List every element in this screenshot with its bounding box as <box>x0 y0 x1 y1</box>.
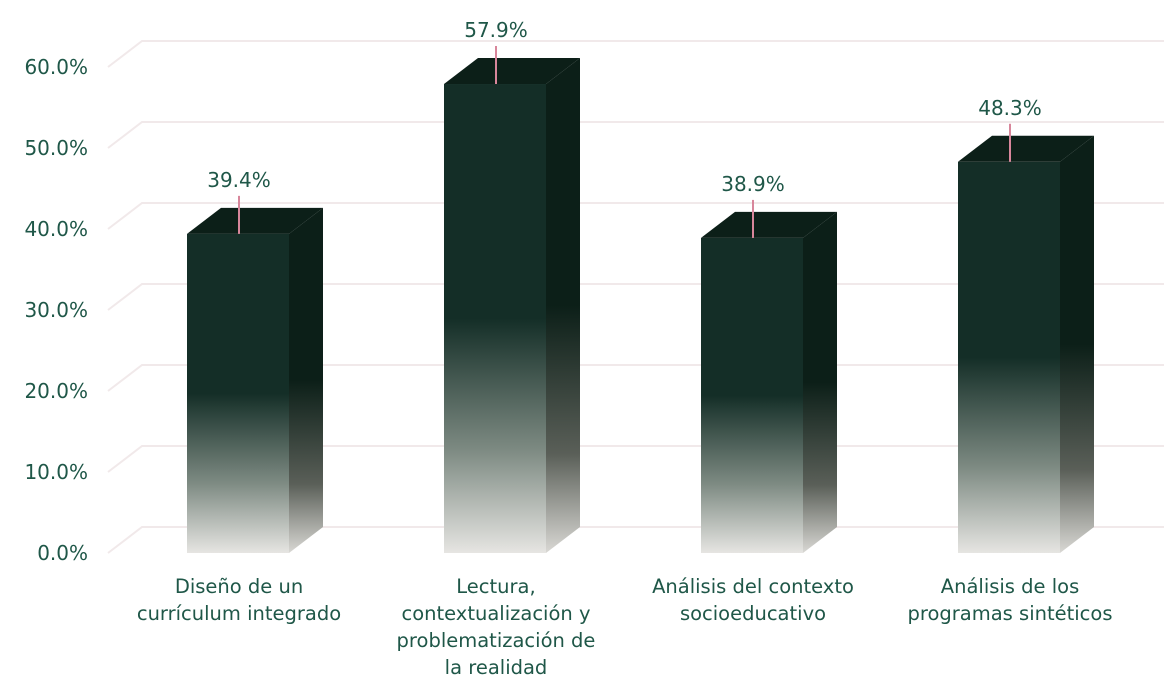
data-label: 57.9% <box>464 18 528 42</box>
bar-top <box>701 211 837 238</box>
bar <box>444 58 580 553</box>
bar-side <box>289 207 323 554</box>
bar-top <box>444 58 580 85</box>
y-tick-label: 0.0% <box>37 541 88 565</box>
bar <box>958 135 1094 553</box>
category-labels: Diseño de un currículum integrado Lectura,… <box>137 575 1113 679</box>
y-tick-label: 30.0% <box>24 298 88 322</box>
y-tick-label: 20.0% <box>24 379 88 403</box>
bar-top <box>187 207 323 234</box>
gridlines <box>107 40 1164 554</box>
y-axis-tick-labels: 0.0% 10.0% 20.0% 30.0% 40.0% 50.0% 60.0% <box>24 55 88 565</box>
y-tick-label: 40.0% <box>24 217 88 241</box>
bar-front <box>187 233 289 554</box>
y-tick-label: 50.0% <box>24 136 88 160</box>
y-tick-label: 10.0% <box>24 460 88 484</box>
data-labels: 39.4% 57.9% 38.9% 48.3% <box>207 18 1042 238</box>
category-label: Lectura, contextualización y problematizac… <box>397 575 596 679</box>
gridline <box>107 202 1164 230</box>
bar-side <box>803 211 837 553</box>
bar-side <box>1060 135 1094 553</box>
gridline <box>107 40 1164 68</box>
bar-side <box>546 58 580 553</box>
y-tick-label: 60.0% <box>24 55 88 79</box>
bar-front <box>958 161 1060 553</box>
bar <box>701 211 837 553</box>
category-label: Diseño de un currículum integrado <box>137 575 341 625</box>
category-label: Análisis de los programas sintéticos <box>908 575 1113 625</box>
bars <box>187 58 1094 554</box>
bar <box>187 207 323 554</box>
bar-front <box>444 84 546 553</box>
bar-top <box>958 135 1094 162</box>
gridline <box>107 121 1164 149</box>
bar-front <box>701 237 803 553</box>
data-label: 48.3% <box>978 96 1042 120</box>
data-label: 39.4% <box>207 168 271 192</box>
category-label: Análisis del contexto socioeducativo <box>652 575 854 625</box>
data-label: 38.9% <box>721 172 785 196</box>
